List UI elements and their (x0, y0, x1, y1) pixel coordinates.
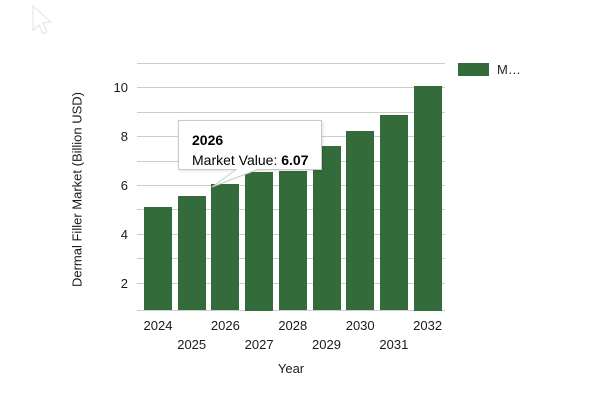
y-tick-label-8: 8 (120, 129, 128, 145)
bar-2027[interactable] (245, 172, 274, 311)
bar-2028[interactable] (278, 170, 307, 311)
tooltip: 2026 Market Value: 6.07 (178, 120, 322, 170)
y-axis-title: Dermal Filler Market (Billion USD) (69, 91, 85, 288)
legend[interactable]: M… (458, 63, 521, 76)
x-baseline (137, 310, 445, 311)
y-tick-label-10: 10 (113, 80, 128, 96)
bar-2024[interactable] (144, 207, 172, 311)
tooltip-pointer (211, 168, 260, 188)
x-tick-label-2026: 2026 (210, 318, 240, 333)
x-tick-label-2025: 2025 (177, 337, 207, 352)
bar-2031[interactable] (379, 114, 408, 311)
tooltip-title: 2026 (192, 132, 224, 148)
y-tick-label-6: 6 (120, 177, 128, 193)
bar-2032[interactable] (413, 85, 442, 311)
legend-swatch (458, 63, 489, 76)
y-tick-label-2: 2 (120, 275, 128, 291)
x-tick-label-2028: 2028 (278, 318, 308, 333)
mouse-cursor-icon (32, 5, 53, 35)
x-tick-label-2024: 2024 (143, 318, 173, 333)
x-tick-label-2030: 2030 (345, 318, 375, 333)
gridline-9 (137, 111, 445, 113)
legend-label: M… (497, 62, 521, 77)
bar-2026[interactable] (211, 183, 240, 311)
bar-2030[interactable] (346, 130, 375, 311)
bar-2025[interactable] (177, 196, 206, 311)
bar-2029[interactable] (312, 146, 341, 311)
tooltip-label: Market Value: (192, 152, 282, 168)
tooltip-value: 6.07 (281, 152, 309, 168)
gridline-11 (137, 63, 445, 64)
y-tick-label-4: 4 (120, 226, 128, 242)
x-tick-label-2029: 2029 (312, 337, 341, 352)
x-tick-label-2032: 2032 (413, 318, 443, 333)
x-tick-label-2027: 2027 (244, 337, 274, 352)
tooltip-value-line: Market Value: 6.07 (192, 150, 309, 171)
x-tick-label-2031: 2031 (379, 337, 409, 352)
gridline-10 (137, 87, 445, 89)
x-axis-title: Year (277, 361, 305, 376)
